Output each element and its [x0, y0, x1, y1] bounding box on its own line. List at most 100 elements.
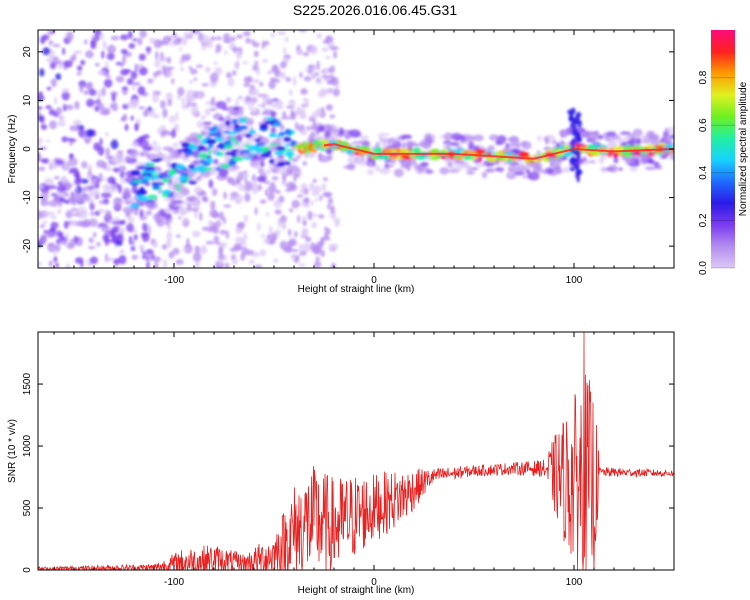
spectrogram-cell	[232, 156, 244, 162]
spectrogram-cell	[488, 134, 500, 141]
spectrogram-cell	[200, 115, 206, 121]
snr-background	[38, 332, 674, 570]
spectrogram-cell	[53, 96, 58, 105]
spectrogram-cell	[447, 161, 453, 169]
spectrogram-cell	[296, 194, 304, 198]
spectrogram-cell	[128, 235, 133, 246]
spectrogram-cell	[155, 157, 164, 161]
spectrogram-cell	[516, 141, 521, 149]
spectrogram-cell	[39, 192, 49, 201]
spectrogram-cell	[252, 78, 261, 84]
spectrogram-cell	[122, 187, 131, 197]
spectrogram-cell	[333, 51, 338, 59]
spectrogram-cell	[654, 145, 663, 149]
spectrogram-cell	[114, 153, 124, 158]
spectrogram-cell	[322, 177, 328, 182]
spectrogram-cell	[297, 215, 301, 224]
spectrogram-cell	[307, 210, 313, 221]
spectrogram-cell	[430, 148, 440, 154]
spectrogram-cell	[113, 197, 123, 206]
spectrogram-cell	[269, 158, 275, 165]
spectrogram-cell	[119, 249, 125, 255]
spectrogram-cell	[186, 89, 195, 100]
spectrogram-cell	[181, 142, 191, 148]
spectrogram-cell	[49, 215, 57, 220]
spectrogram-cell	[406, 165, 411, 172]
spectrogram-cell	[322, 40, 329, 44]
spectrogram-cell	[169, 168, 176, 175]
spectrogram-cell	[242, 156, 253, 160]
spectrogram-cell	[146, 261, 150, 268]
spectrogram-cell	[320, 249, 325, 258]
spectrogram-cell	[273, 79, 281, 83]
spectrogram-cell	[189, 68, 198, 75]
spectrogram-cell	[311, 221, 318, 229]
spectrogram-cell	[291, 199, 300, 209]
spectrogram-cell	[185, 196, 196, 202]
spectrogram-cell	[215, 43, 222, 53]
snr-ylabel: SNR (10 * v/v)	[7, 419, 18, 483]
spectrogram-cell	[165, 92, 173, 102]
spectrogram-cell	[88, 188, 101, 198]
spectrogram-cell	[347, 155, 358, 165]
spectrogram-cell	[231, 118, 238, 125]
spectrogram-cell	[113, 258, 121, 265]
spectrogram-cell	[234, 199, 240, 205]
spectrogram-cell	[233, 124, 240, 130]
spectrogram-cell	[615, 145, 624, 152]
spectrogram-cell	[138, 139, 149, 148]
spectrogram-cell	[208, 143, 214, 148]
spectrogram-cell	[253, 138, 261, 142]
colorbar-label: Normalized spectral amplitude	[738, 81, 749, 216]
spectrogram-cell	[525, 168, 531, 175]
spectrogram-cell	[300, 186, 304, 196]
spectrogram-cell	[269, 132, 276, 138]
spectrogram-cell	[38, 261, 42, 267]
spectrogram-cell	[181, 36, 188, 46]
spectrogram-cell	[378, 167, 391, 175]
spectrogram-cell	[145, 162, 150, 166]
spectrogram-cell	[447, 148, 455, 152]
spectrogram-cell	[161, 244, 168, 250]
spectrogram-cell	[152, 241, 159, 249]
spectrogram-cell	[218, 117, 225, 122]
spectrogram-cell	[172, 190, 184, 200]
spectrogram-cell	[148, 170, 158, 173]
spectrogram-cell	[210, 96, 216, 107]
x-tick-label: -100	[164, 275, 184, 286]
spectrogram-cell	[71, 219, 76, 227]
spectrogram-cell	[279, 61, 287, 69]
spectrogram-cell	[282, 246, 287, 251]
spectrogram-cell	[256, 67, 260, 76]
spectrogram-cell	[137, 173, 143, 180]
spectrogram-cell	[214, 241, 221, 245]
spectrogram-cell	[54, 175, 60, 180]
spectrogram-cell	[162, 212, 172, 220]
spectrogram-cell	[155, 213, 160, 217]
spectrogram-cell	[239, 149, 251, 154]
spectrogram-cell	[75, 123, 79, 132]
snr-frame	[37, 331, 675, 571]
spectrogram-cell	[121, 54, 126, 65]
spectrogram-cell	[152, 93, 159, 103]
spectrogram-cell	[98, 200, 105, 205]
spectrogram-cell	[46, 86, 52, 91]
spectrogram-cell	[514, 170, 525, 176]
spectrogram-cell	[205, 157, 214, 163]
spectrogram-cell	[251, 174, 257, 182]
spectrogram-cell	[142, 146, 153, 152]
spectrogram-cell	[106, 166, 112, 172]
spectrogram-cell	[587, 132, 600, 141]
spectrogram-cell	[154, 59, 161, 68]
spectrogram-cell	[147, 194, 158, 200]
y-tick-label: -20	[22, 238, 33, 253]
spectrogram-cell	[110, 35, 120, 41]
spectrogram-cell	[276, 134, 284, 138]
spectrogram-cell	[238, 221, 246, 229]
spectrogram-cell	[252, 41, 260, 48]
spectrogram-cell	[244, 143, 250, 149]
spectrogram-cell	[250, 110, 261, 116]
spectrogram-cell	[160, 51, 164, 61]
spectrogram-cell	[247, 104, 251, 109]
spectrogram-cell	[302, 161, 308, 166]
